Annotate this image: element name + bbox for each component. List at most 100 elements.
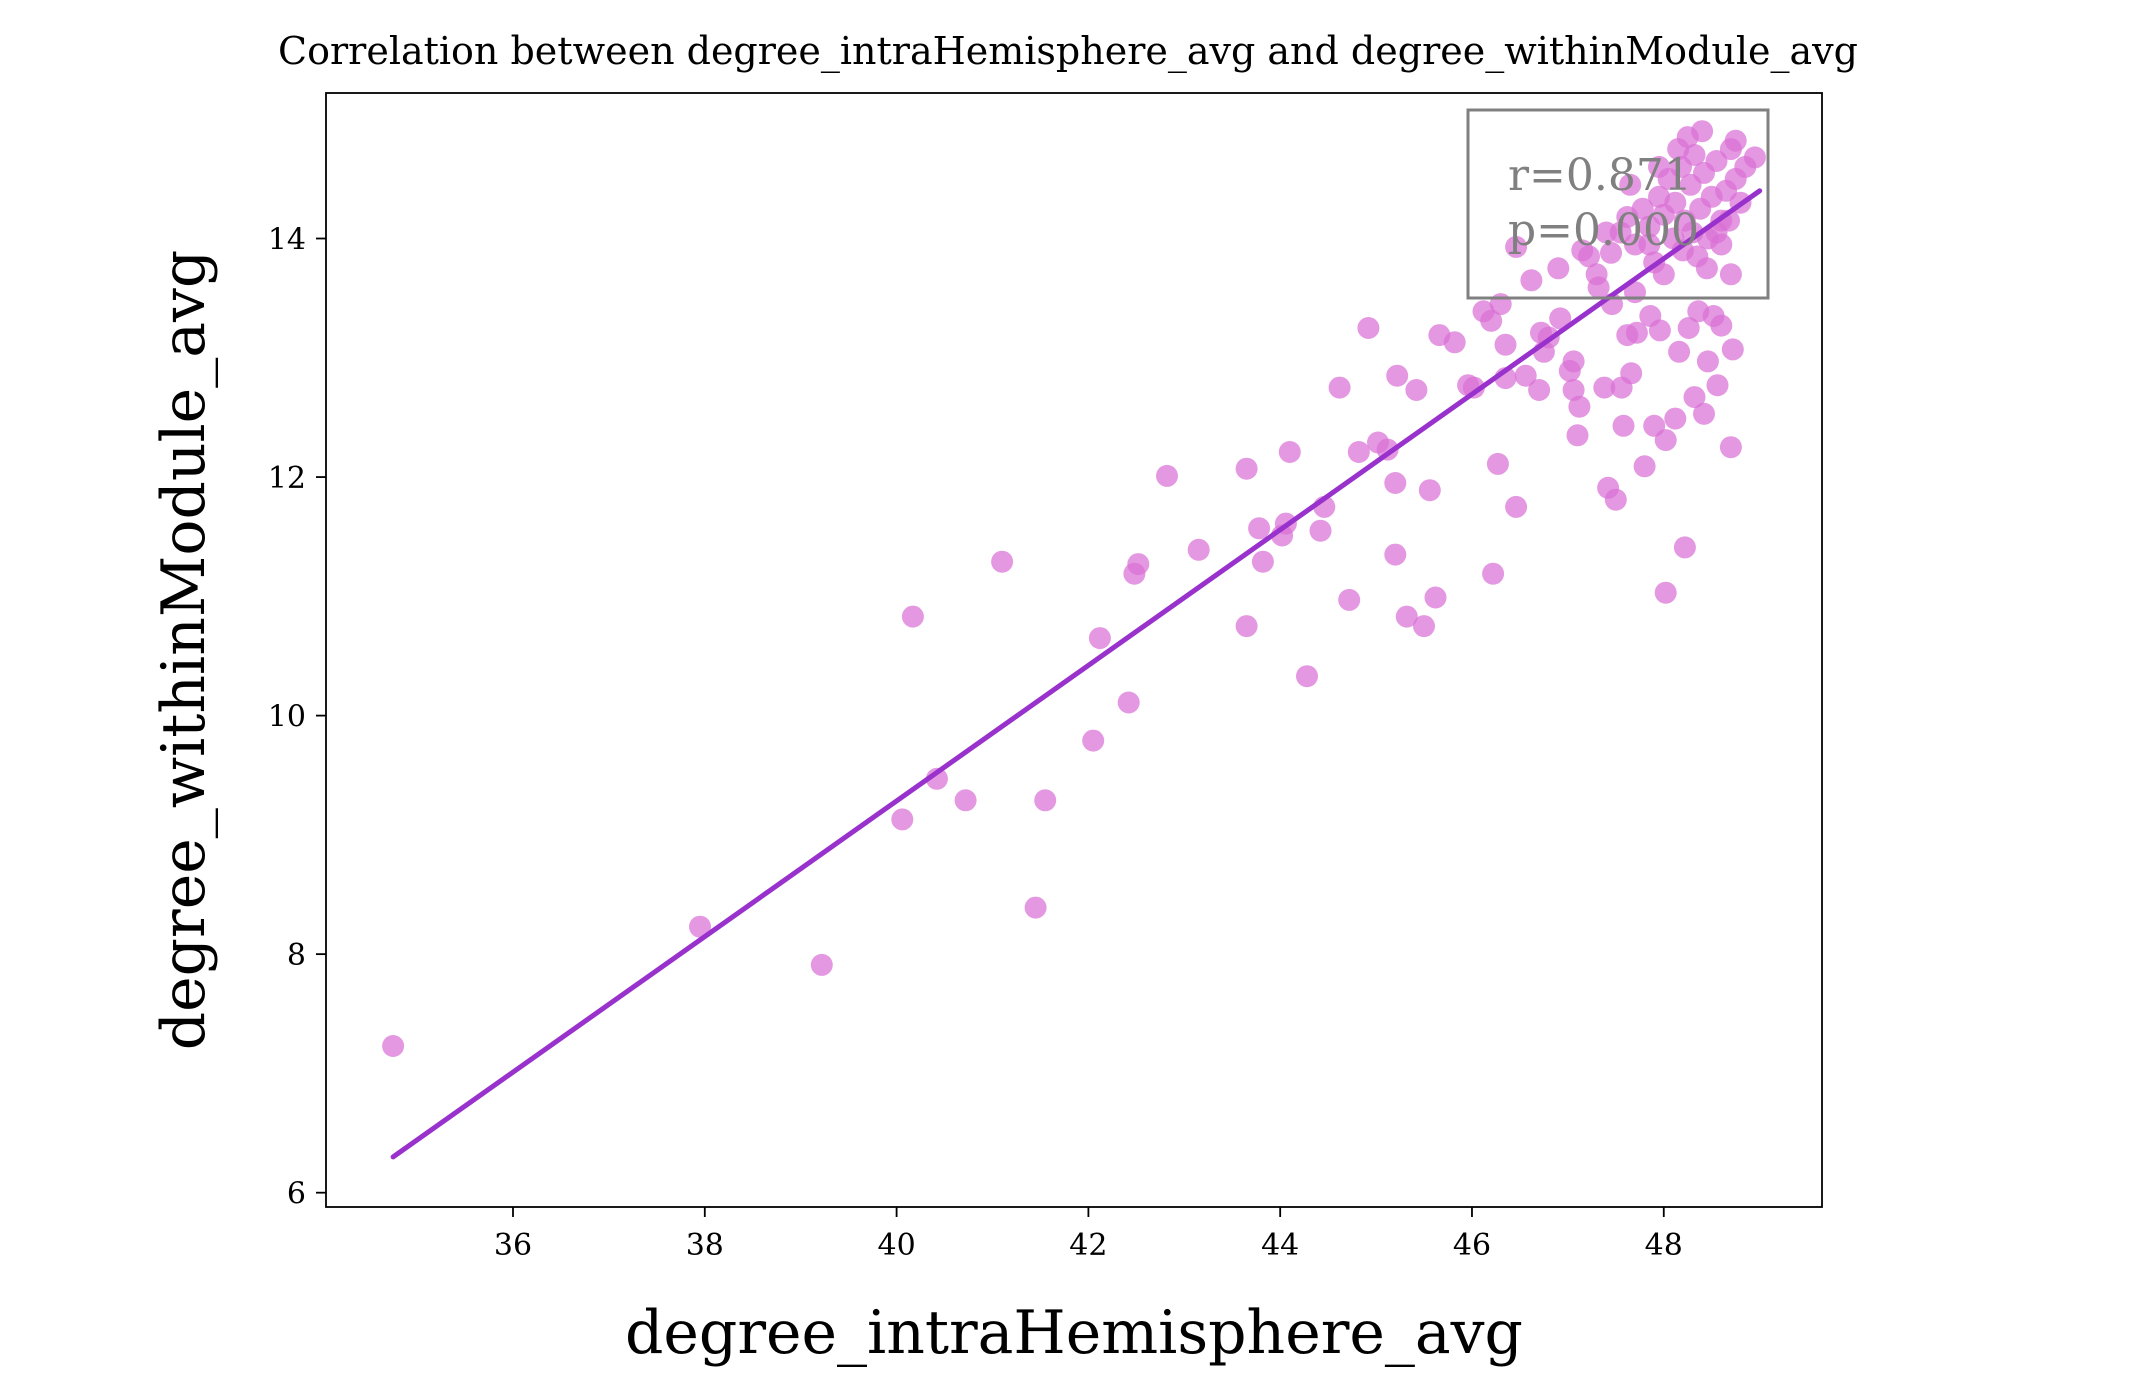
x-axis-label: degree_intraHemisphere_avg [625, 1298, 1523, 1368]
data-point [1664, 191, 1687, 214]
data-point [1386, 364, 1409, 387]
data-point [1405, 379, 1428, 401]
data-point [1024, 896, 1047, 919]
data-point [1719, 436, 1742, 459]
data-point [1462, 376, 1485, 399]
data-point [1418, 479, 1441, 502]
data-point [954, 789, 977, 812]
data-point [1528, 379, 1551, 401]
data-point [1633, 455, 1656, 478]
y-tick-label: 6 [287, 1177, 306, 1212]
data-point [1724, 129, 1747, 152]
data-point [1631, 197, 1654, 220]
stats-r-value: r=0.871 [1508, 150, 1692, 201]
data-point [1127, 553, 1150, 576]
data-point [1088, 627, 1111, 650]
data-point [1585, 263, 1608, 286]
data-point [901, 605, 924, 628]
data-point [1604, 488, 1627, 511]
data-point [1677, 317, 1700, 339]
stats-annotation: r=0.871 p=0.000 [1466, 108, 1770, 300]
data-point [1338, 588, 1361, 611]
data-point [1357, 317, 1380, 339]
data-point [1486, 452, 1509, 475]
data-point [382, 1035, 405, 1057]
x-tick-label: 40 [877, 1228, 915, 1263]
data-point [1600, 241, 1622, 264]
data-point [1654, 581, 1677, 604]
data-point [1248, 517, 1271, 540]
x-tick-label: 44 [1261, 1228, 1299, 1263]
x-tick-label: 42 [1069, 1228, 1107, 1263]
data-point [1187, 538, 1210, 561]
data-point [1235, 615, 1258, 638]
data-point [1562, 379, 1585, 401]
data-point [1117, 691, 1140, 714]
data-point [1395, 605, 1418, 628]
data-point [1667, 138, 1690, 161]
data-point [689, 915, 711, 938]
data-point [1443, 331, 1466, 354]
x-tick-label: 36 [494, 1228, 532, 1263]
data-point [1251, 550, 1274, 573]
data-point [1520, 269, 1543, 292]
data-point [891, 808, 914, 831]
data-point [1595, 221, 1618, 244]
data-point [1619, 173, 1642, 196]
data-point [1652, 263, 1675, 286]
data-point [1309, 519, 1332, 542]
data-point [1696, 350, 1719, 373]
data-point [991, 550, 1014, 573]
data-point [1549, 307, 1572, 330]
x-axis: 36 38 40 42 44 46 48 [494, 1207, 1683, 1263]
regression-line [390, 188, 1763, 1160]
data-point [1482, 562, 1505, 585]
data-point [1413, 615, 1435, 638]
data-point [1668, 340, 1691, 363]
data-point [1593, 376, 1616, 399]
chart-title: Correlation between degree_intraHemisphe… [278, 29, 1858, 74]
x-tick-label: 46 [1453, 1228, 1491, 1263]
y-tick-label: 10 [268, 700, 306, 735]
stats-p-value: p=0.000 [1508, 205, 1699, 256]
stats-box-border [1466, 108, 1770, 300]
data-point [1384, 543, 1407, 566]
data-point [1547, 257, 1570, 280]
y-axis-label: degree_withinModule_avg [149, 250, 219, 1051]
data-point [1710, 314, 1733, 337]
data-point [1620, 362, 1643, 385]
data-point [1235, 457, 1258, 480]
data-point [1612, 414, 1635, 437]
data-point [1743, 146, 1766, 169]
data-point [1505, 495, 1528, 518]
y-tick-label: 12 [268, 461, 306, 496]
points-layer [382, 120, 1766, 1057]
data-point [1514, 364, 1537, 387]
data-point [1494, 333, 1517, 356]
data-point [1654, 429, 1677, 452]
data-point [1638, 233, 1661, 256]
data-point [1328, 376, 1351, 399]
data-point [1480, 309, 1503, 332]
data-point [1721, 338, 1744, 361]
data-point [1625, 321, 1648, 344]
data-point [1296, 665, 1318, 688]
plot-frame [325, 92, 1823, 1208]
data-point [1648, 319, 1671, 342]
data-point [1648, 155, 1670, 178]
x-tick-label: 38 [686, 1228, 724, 1263]
data-point [1706, 374, 1729, 397]
data-point [1347, 441, 1370, 463]
data-point [1082, 729, 1105, 752]
y-tick-label: 14 [268, 223, 306, 258]
data-point [1673, 536, 1696, 559]
data-point [1566, 424, 1589, 447]
y-axis: 6 8 10 12 14 [268, 223, 326, 1212]
data-point [1489, 293, 1512, 316]
data-point [1693, 402, 1715, 425]
data-point [1568, 395, 1591, 418]
data-point [1384, 472, 1407, 494]
data-point [1664, 407, 1687, 430]
data-point [1424, 586, 1447, 609]
